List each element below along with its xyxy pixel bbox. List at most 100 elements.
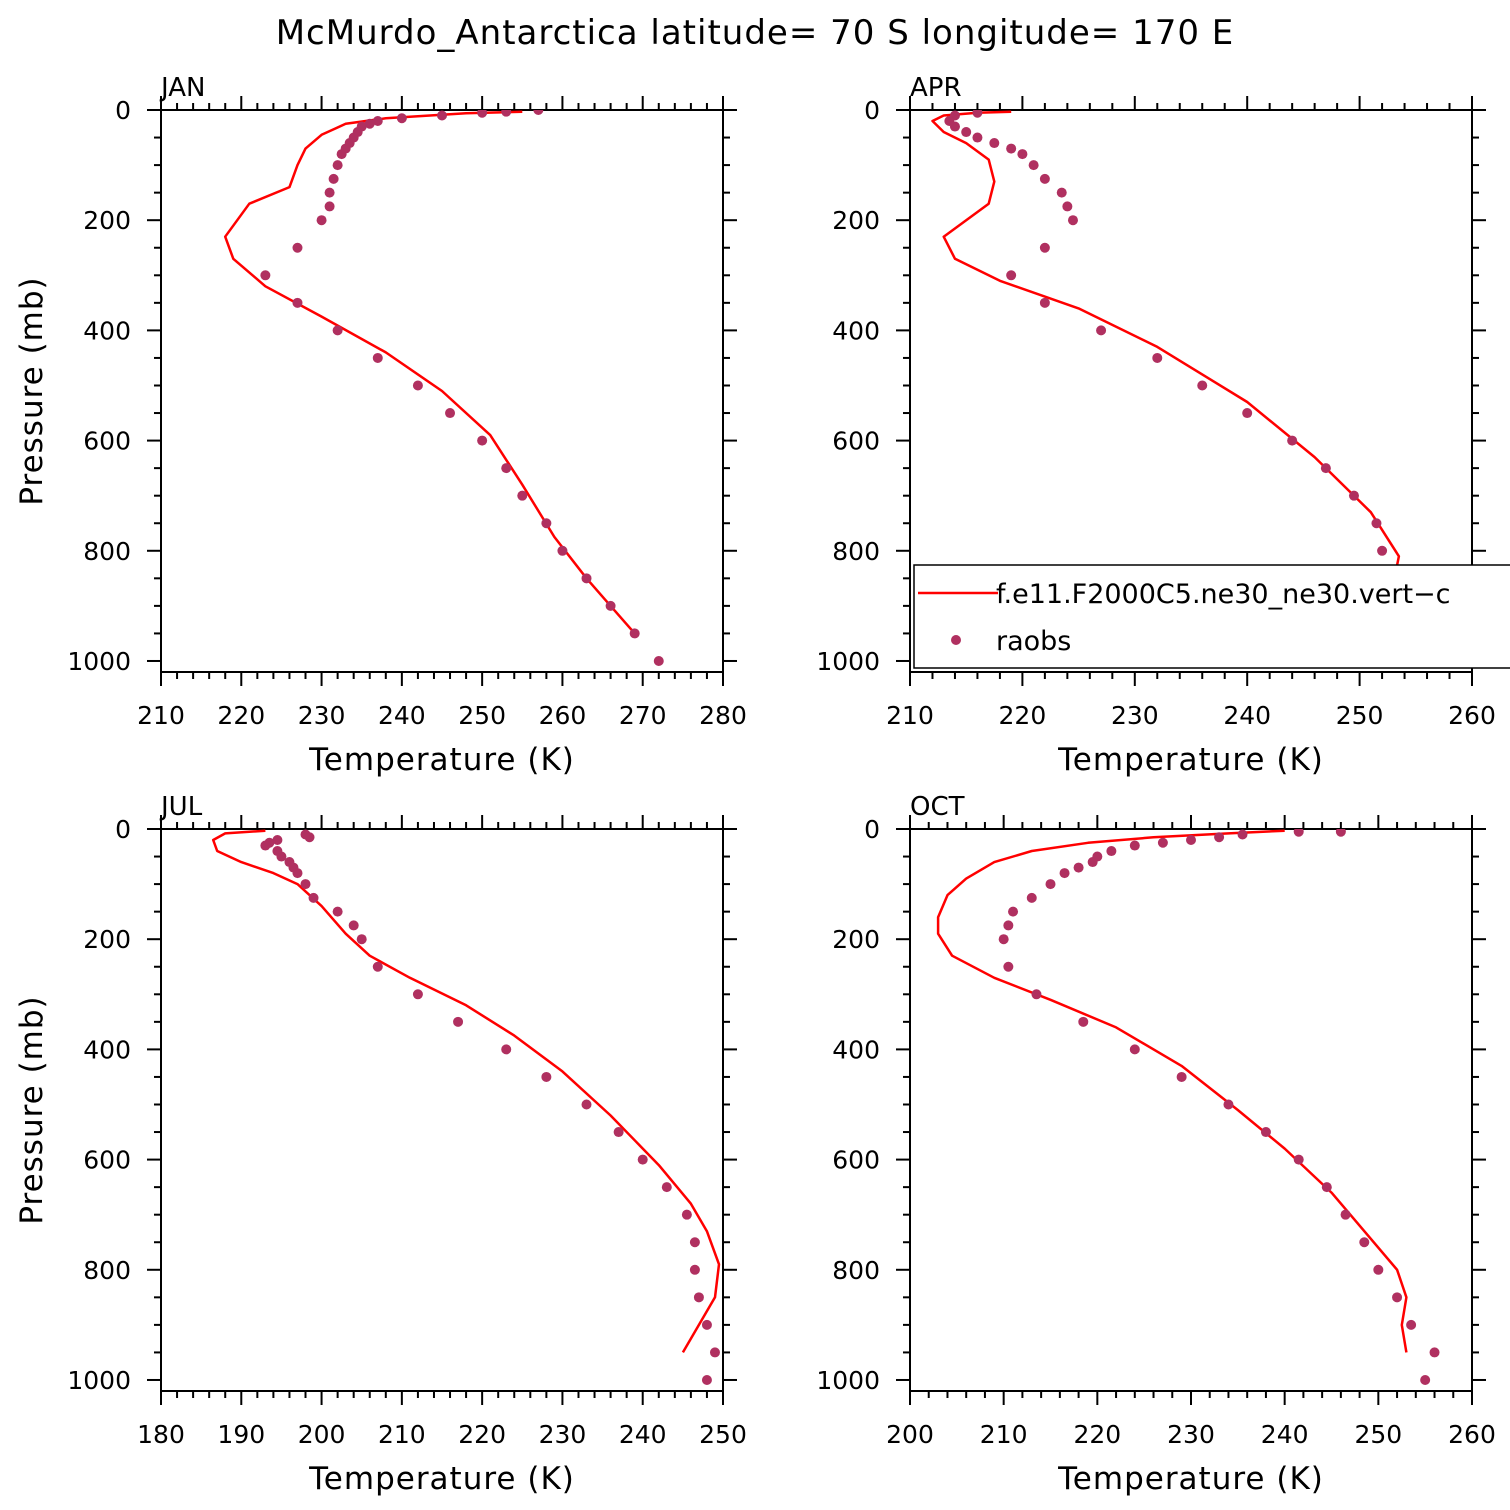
plot-data [211, 829, 721, 1385]
obs-point [1008, 906, 1019, 917]
y-tick-label: 0 [864, 815, 880, 844]
obs-point [1129, 840, 1140, 851]
obs-point [501, 1044, 512, 1055]
obs-point [1242, 408, 1253, 419]
obs-point [272, 835, 283, 846]
obs-point [1062, 201, 1073, 212]
model-line [936, 829, 1408, 1353]
obs-point [1067, 215, 1078, 226]
obs-point [1059, 868, 1070, 879]
obs-point [1371, 518, 1382, 529]
obs-point [356, 934, 367, 945]
y-tick-label: 800 [832, 1256, 880, 1285]
obs-point [328, 173, 339, 184]
obs-point [1321, 1182, 1332, 1193]
obs-point [445, 408, 456, 419]
obs-point [501, 463, 512, 474]
obs-point [541, 518, 552, 529]
obs-point [364, 118, 375, 129]
plot-data [223, 110, 664, 666]
y-tick-label: 0 [115, 815, 131, 844]
x-tick-label: 270 [619, 701, 667, 730]
obs-point [308, 892, 319, 903]
obs-point [1045, 879, 1056, 890]
obs-point [1287, 435, 1298, 446]
obs-point [1293, 1154, 1304, 1165]
y-axis-title: Pressure (mb) [14, 276, 50, 505]
obs-point [1003, 920, 1014, 931]
obs-point [998, 934, 1009, 945]
y-tick-label: 600 [832, 1146, 880, 1175]
x-tick-label: 250 [1336, 701, 1384, 730]
obs-point [989, 138, 1000, 149]
obs-point [1429, 1347, 1440, 1358]
y-tick-label: 800 [83, 1256, 131, 1285]
obs-point [1026, 892, 1037, 903]
obs-point [348, 920, 359, 931]
obs-point [336, 149, 347, 160]
y-axis-title: Pressure (mb) [14, 995, 50, 1224]
x-tick-label: 250 [699, 1420, 747, 1449]
obs-point [1006, 143, 1017, 154]
obs-point [701, 1319, 712, 1330]
obs-point [300, 879, 311, 890]
obs-point [1176, 1071, 1187, 1082]
y-tick-label: 400 [83, 1035, 131, 1064]
obs-point [1003, 961, 1014, 972]
y-tick-label: 800 [832, 537, 880, 566]
obs-point [1340, 1209, 1351, 1220]
x-tick-label: 220 [1073, 1420, 1121, 1449]
obs-point [412, 989, 423, 1000]
x-tick-label: 250 [458, 701, 506, 730]
obs-point [1028, 160, 1039, 171]
x-tick-label: 240 [619, 1420, 667, 1449]
obs-point [681, 1209, 692, 1220]
legend-box [913, 564, 1510, 669]
x-axis-title: Temperature (K) [1057, 742, 1324, 778]
obs-point [605, 600, 616, 611]
plot-data [936, 829, 1440, 1385]
obs-point [372, 352, 383, 363]
obs-point [581, 573, 592, 584]
obs-point [260, 270, 271, 281]
x-tick-label: 220 [458, 1420, 506, 1449]
panel-label-apr: APR [910, 73, 962, 103]
obs-point [372, 116, 383, 127]
y-tick-label: 400 [832, 1035, 880, 1064]
x-tick-label: 240 [1261, 1420, 1309, 1449]
y-tick-label: 200 [832, 925, 880, 954]
obs-point [276, 851, 287, 862]
x-tick-label: 260 [1448, 701, 1496, 730]
y-tick-label: 0 [115, 96, 131, 125]
obs-point [533, 110, 544, 115]
page-title: McMurdo_Antarctica latitude= 70 S longit… [276, 13, 1235, 53]
y-tick-label: 1000 [816, 1366, 880, 1395]
x-tick-label: 230 [1111, 701, 1159, 730]
panel-label-jul: JUL [159, 792, 203, 822]
obs-point [1039, 242, 1050, 253]
obs-point [1348, 490, 1359, 501]
y-tick-label: 600 [832, 427, 880, 456]
y-tick-label: 200 [83, 206, 131, 235]
legend-model-label: f.e11.F2000C5.ne30_ne30.vert−c [996, 579, 1451, 610]
obs-point [304, 832, 315, 843]
x-tick-label: 180 [137, 1420, 185, 1449]
obs-point [1320, 463, 1331, 474]
x-tick-label: 190 [217, 1420, 265, 1449]
obs-point [1096, 325, 1107, 336]
obs-point [324, 187, 335, 198]
obs-point [1039, 173, 1050, 184]
obs-point [332, 160, 343, 171]
y-tick-label: 1000 [816, 647, 880, 676]
obs-point [1293, 829, 1304, 837]
obs-point [292, 868, 303, 879]
panel-apr: APR 210 220 230 240 250 260 0 200 400 600 800 1000 Te… [816, 73, 1510, 778]
obs-point [949, 121, 960, 132]
obs-point [661, 1182, 672, 1193]
obs-point [477, 110, 488, 118]
obs-point [1056, 187, 1067, 198]
x-tick-label: 220 [999, 701, 1047, 730]
obs-point [372, 961, 383, 972]
